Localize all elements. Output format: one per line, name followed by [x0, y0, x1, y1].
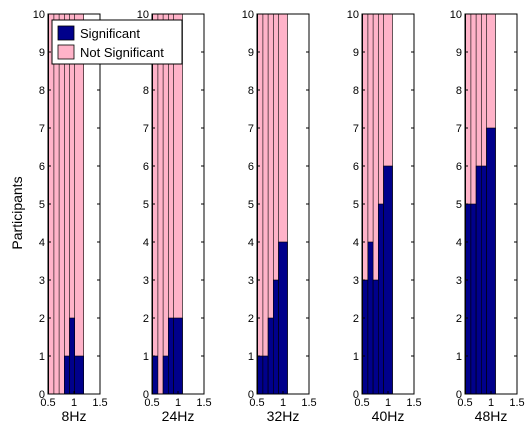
y-tick-label: 3	[248, 275, 254, 287]
x-tick-label: 0.5	[144, 397, 159, 409]
panel-label: 24Hz	[162, 408, 195, 424]
y-tick-label: 6	[143, 161, 149, 173]
y-tick-label: 1	[143, 351, 149, 363]
y-tick-label: 4	[248, 237, 254, 249]
x-tick-label: 1	[280, 397, 286, 409]
bar-significant	[278, 241, 288, 395]
y-tick-label: 8	[143, 85, 149, 97]
y-tick-label: 8	[353, 85, 359, 97]
y-tick-label: 2	[143, 313, 149, 325]
bar-significant	[173, 317, 183, 395]
x-tick-label: 0.5	[40, 397, 55, 409]
y-tick-label: 6	[456, 161, 462, 173]
x-tick-label: 1.5	[92, 397, 107, 409]
bar-significant	[486, 127, 496, 395]
y-tick-label: 10	[242, 9, 254, 21]
x-tick-label: 1	[175, 397, 181, 409]
y-tick-label: 4	[353, 237, 359, 249]
y-tick-label: 3	[143, 275, 149, 287]
panel-8hz: 0 1 2 3 4 5 6 7 8 9 10 0.5 1 1.5 8Hz	[33, 9, 108, 424]
y-tick-label: 8	[456, 85, 462, 97]
y-tick-label: 2	[248, 313, 254, 325]
y-tick-label: 3	[39, 275, 45, 287]
y-tick-label: 1	[248, 351, 254, 363]
x-tick-label: 1.5	[196, 397, 211, 409]
y-tick-label: 7	[456, 123, 462, 135]
y-tick-label: 5	[456, 199, 462, 211]
panel-label: 32Hz	[267, 408, 300, 424]
y-tick-label: 0	[143, 389, 149, 401]
y-tick-label: 10	[137, 9, 149, 21]
y-tick-label: 6	[353, 161, 359, 173]
y-tick-label: 9	[39, 47, 45, 59]
y-tick-label: 3	[456, 275, 462, 287]
y-tick-label: 0	[248, 389, 254, 401]
legend-label-significant: Significant	[80, 26, 140, 41]
y-tick-label: 7	[143, 123, 149, 135]
y-tick-label: 8	[39, 85, 45, 97]
legend-swatch-not-significant	[57, 44, 75, 60]
y-tick-label: 0	[353, 389, 359, 401]
y-tick-label: 6	[39, 161, 45, 173]
legend-swatch-significant	[57, 25, 75, 41]
x-tick-label: 1.5	[406, 397, 421, 409]
y-tick-label: 2	[39, 313, 45, 325]
y-axis-label: Participants	[9, 176, 25, 249]
x-tick-label: 1.5	[509, 397, 524, 409]
y-tick-label: 7	[39, 123, 45, 135]
y-tick-label: 1	[353, 351, 359, 363]
y-tick-label: 7	[353, 123, 359, 135]
y-tick-label: 2	[456, 313, 462, 325]
y-tick-label: 6	[248, 161, 254, 173]
y-tick-label: 5	[39, 199, 45, 211]
y-tick-label: 4	[456, 237, 462, 249]
x-tick-label: 0.5	[249, 397, 264, 409]
x-tick-label: 0.5	[457, 397, 472, 409]
y-tick-label: 7	[248, 123, 254, 135]
y-tick-label: 5	[143, 199, 149, 211]
y-tick-label: 1	[456, 351, 462, 363]
bar-significant	[383, 165, 393, 395]
bar-significant	[74, 355, 84, 395]
y-tick-label: 2	[353, 313, 359, 325]
panel-label: 8Hz	[62, 408, 87, 424]
legend-label-not-significant: Not Significant	[80, 45, 164, 60]
y-tick-label: 0	[39, 389, 45, 401]
y-tick-label: 0	[456, 389, 462, 401]
y-tick-label: 9	[353, 47, 359, 59]
y-tick-label: 4	[143, 237, 149, 249]
y-tick-label: 5	[248, 199, 254, 211]
y-tick-label: 5	[353, 199, 359, 211]
panel-label: 48Hz	[475, 408, 508, 424]
y-tick-label: 4	[39, 237, 45, 249]
x-tick-label: 1	[385, 397, 391, 409]
y-tick-label: 8	[248, 85, 254, 97]
y-tick-label: 10	[450, 9, 462, 21]
x-tick-label: 1.5	[301, 397, 316, 409]
legend: Significant Not Significant	[51, 19, 183, 65]
x-tick-label: 1	[488, 397, 494, 409]
x-tick-label: 0.5	[354, 397, 369, 409]
panel-label: 40Hz	[372, 408, 405, 424]
panels: 0123456789100.511.58Hz0123456789100.511.…	[33, 9, 525, 424]
x-tick-label: 1	[71, 397, 77, 409]
y-tick-label: 3	[353, 275, 359, 287]
y-tick-label: 10	[347, 9, 359, 21]
bar-not-significant	[74, 13, 84, 395]
y-tick-label: 1	[39, 351, 45, 363]
y-tick-label: 10	[33, 9, 45, 21]
y-tick-label: 9	[248, 47, 254, 59]
y-tick-label: 9	[456, 47, 462, 59]
